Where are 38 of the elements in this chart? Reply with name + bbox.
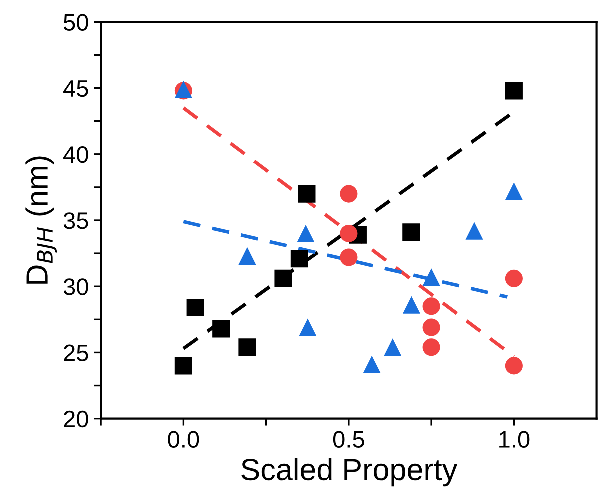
point — [186, 298, 204, 317]
x-axis-title: Scaled Property — [242, 458, 458, 487]
point — [363, 356, 381, 374]
x-tick-label: 0.0 — [168, 431, 200, 448]
point — [505, 270, 523, 288]
x-tick-label: 0.5 — [333, 431, 364, 448]
point — [505, 82, 523, 100]
point — [299, 318, 317, 336]
point — [340, 248, 358, 266]
point — [422, 318, 440, 336]
y-tick-label: 45 — [64, 80, 88, 98]
point — [422, 338, 440, 356]
y-tick-label: 35 — [64, 212, 88, 230]
point — [298, 185, 316, 203]
point — [238, 247, 256, 265]
y-tick-label: 20 — [64, 410, 88, 428]
y-tick-label: 50 — [64, 14, 88, 31]
point — [422, 298, 440, 316]
point — [402, 224, 420, 242]
point — [505, 182, 523, 200]
point — [340, 224, 358, 243]
y-tick-label: 40 — [64, 146, 88, 164]
point — [340, 185, 358, 203]
y-tick-label: 25 — [64, 344, 88, 362]
point — [297, 224, 315, 243]
y-tick-label: 30 — [64, 278, 88, 296]
y-axis-title: D$_{BJH}$ (nm) — [26, 156, 58, 284]
point — [212, 320, 230, 338]
point — [290, 250, 308, 268]
point — [384, 338, 402, 356]
point — [402, 296, 421, 314]
point — [505, 357, 523, 375]
point — [174, 357, 192, 375]
x-tick-label: 1.0 — [500, 431, 530, 448]
point — [466, 222, 484, 240]
point — [274, 270, 292, 288]
point — [422, 268, 440, 286]
point — [238, 338, 256, 356]
